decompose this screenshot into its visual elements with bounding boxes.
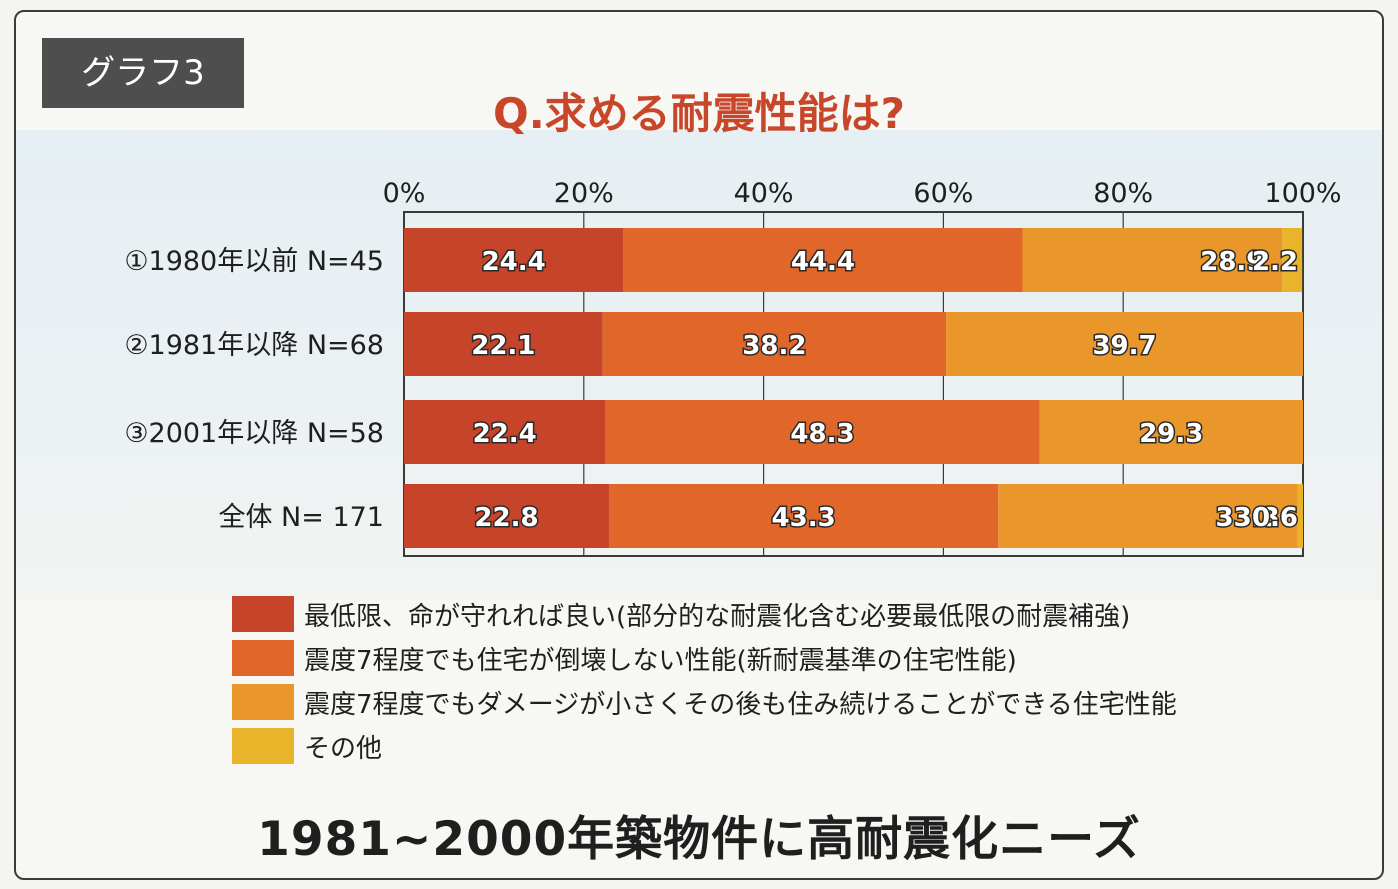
data-label: 29.3	[1139, 419, 1203, 449]
legend-item-1: 最低限、命が守れれば良い(部分的な耐震化含む必要最低限の耐震補強)	[232, 592, 1177, 636]
legend-label-2: 震度7程度でも住宅が倒壊しない性能(新耐震基準の住宅性能)	[304, 645, 1017, 676]
bar-segment	[1022, 228, 1283, 292]
bar-segment	[1282, 228, 1303, 292]
bar-segment	[946, 312, 1303, 376]
chart-title: Q.求める耐震性能は?	[492, 89, 906, 138]
bar-segment	[608, 484, 999, 548]
legend-swatch-4	[232, 728, 294, 764]
data-label: 28.9	[1200, 247, 1264, 277]
bar-segment	[605, 400, 1040, 464]
bar-segment	[404, 312, 603, 376]
data-label: 24.4	[482, 247, 546, 277]
legend-swatch-3	[232, 684, 294, 720]
x-tick-label: 0%	[383, 178, 426, 209]
data-label: 22.8	[474, 503, 538, 533]
data-label: 48.3	[790, 419, 854, 449]
x-tick-label: 80%	[1093, 178, 1153, 209]
data-label: 22.4	[473, 419, 537, 449]
data-label: 44.4	[791, 247, 855, 277]
x-tick-label: 100%	[1264, 178, 1341, 209]
data-label: 39.7	[1092, 331, 1156, 361]
category-label: 全体 N= 171	[218, 502, 384, 533]
headline: 1981~2000年築物件に高耐震化ニーズ	[257, 812, 1141, 867]
legend-item-3: 震度7程度でもダメージが小さくその後も住み続けることができる住宅性能	[232, 680, 1177, 724]
legend-label-4: その他	[304, 733, 383, 764]
bar-segment	[1039, 400, 1303, 464]
x-tick-label: 40%	[734, 178, 794, 209]
data-label: 33.3	[1216, 503, 1280, 533]
x-tick-label: 60%	[913, 178, 973, 209]
category-label: ①1980年以前 N=45	[124, 246, 384, 277]
legend-item-4: その他	[232, 724, 1177, 768]
data-label: 22.1	[471, 331, 535, 361]
bar-segment	[998, 484, 1298, 548]
legend-swatch-2	[232, 640, 294, 676]
data-label: 2.2	[1252, 247, 1298, 277]
legend-label-3: 震度7程度でもダメージが小さくその後も住み続けることができる住宅性能	[304, 689, 1177, 720]
category-label: ③2001年以降 N=58	[124, 418, 384, 449]
category-label: ②1981年以降 N=68	[124, 330, 384, 361]
legend-item-2: 震度7程度でも住宅が倒壊しない性能(新耐震基準の住宅性能)	[232, 636, 1177, 680]
graph-badge: グラフ3	[42, 38, 244, 108]
legend-label-1: 最低限、命が守れれば良い(部分的な耐震化含む必要最低限の耐震補強)	[304, 601, 1131, 632]
bar-segment	[1297, 484, 1303, 548]
bar-segment	[602, 312, 947, 376]
data-label: 0.6	[1252, 503, 1298, 533]
bar-segment	[404, 400, 606, 464]
bar-segment	[623, 228, 1023, 292]
data-label: 43.3	[772, 503, 836, 533]
x-tick-label: 20%	[554, 178, 614, 209]
bar-segment	[404, 228, 624, 292]
chart-legend: 最低限、命が守れれば良い(部分的な耐震化含む必要最低限の耐震補強) 震度7程度で…	[232, 592, 1177, 768]
legend-swatch-1	[232, 596, 294, 632]
bar-segment	[404, 484, 609, 548]
data-label: 38.2	[742, 331, 806, 361]
